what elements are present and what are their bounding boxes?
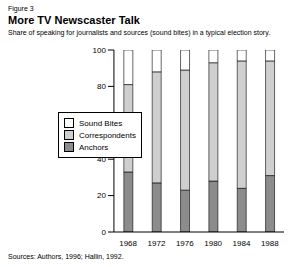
svg-text:1972: 1972 [148, 239, 166, 248]
svg-text:1976: 1976 [176, 239, 194, 248]
svg-text:0: 0 [101, 228, 106, 237]
svg-text:1980: 1980 [204, 239, 222, 248]
svg-text:80: 80 [97, 82, 106, 91]
svg-text:100: 100 [93, 46, 107, 55]
svg-text:1984: 1984 [233, 239, 251, 248]
svg-text:1968: 1968 [119, 239, 137, 248]
svg-text:1988: 1988 [261, 239, 279, 248]
svg-text:20: 20 [97, 191, 106, 200]
svg-text:60: 60 [97, 119, 106, 128]
svg-text:40: 40 [97, 155, 106, 164]
